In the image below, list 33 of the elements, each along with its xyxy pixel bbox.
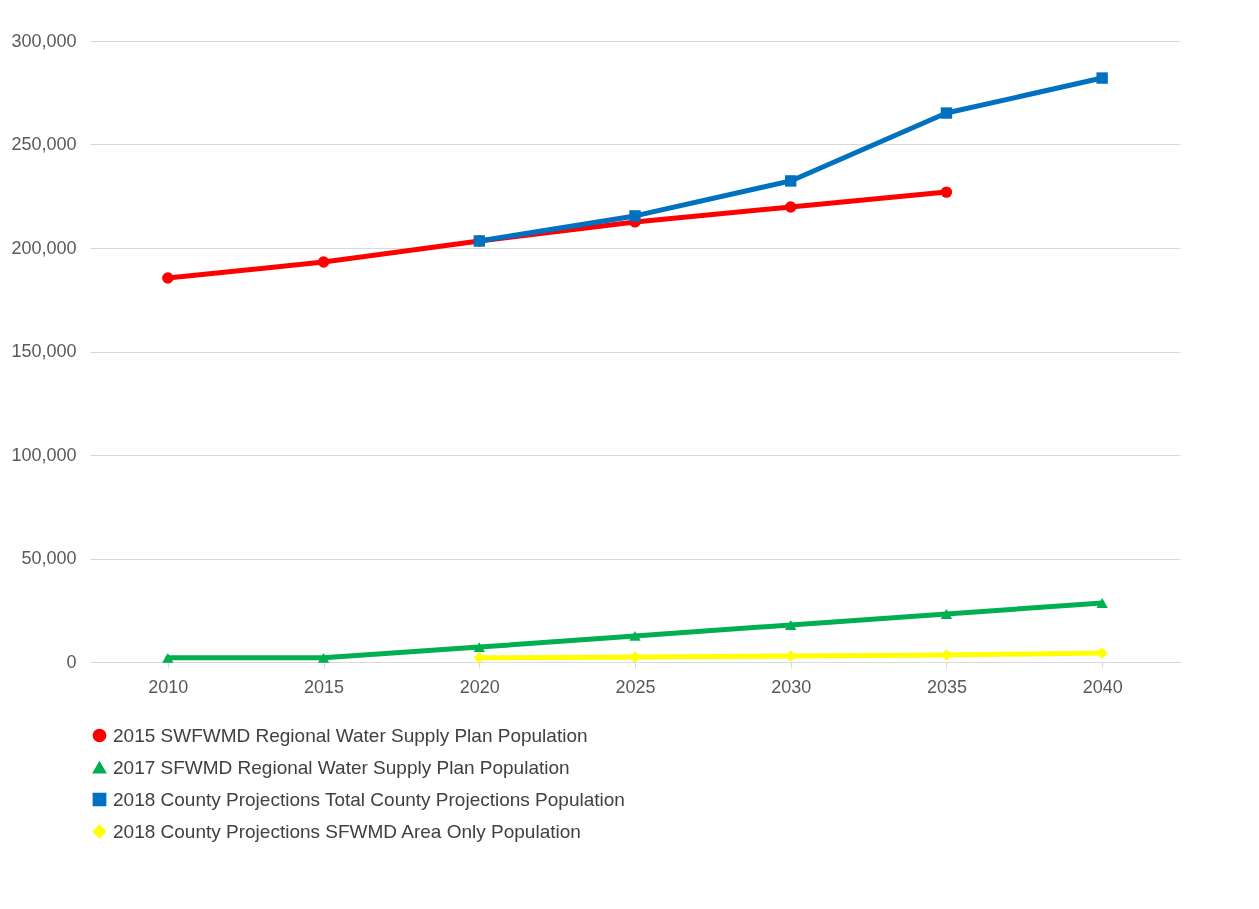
point bbox=[1096, 598, 1108, 608]
point bbox=[940, 107, 953, 119]
x-tick-label: 2020 bbox=[459, 676, 500, 697]
legend-label: 2015 SWFWMD Regional Water Supply Plan Population bbox=[113, 724, 588, 746]
y-tick-label: 300,000 bbox=[11, 30, 77, 51]
y-tick-label: 100,000 bbox=[11, 444, 77, 465]
point bbox=[785, 620, 797, 630]
legend-label: 2017 SFWMD Regional Water Supply Plan Population bbox=[113, 756, 570, 778]
point bbox=[785, 201, 797, 213]
point bbox=[162, 272, 174, 284]
x-tick-label: 2035 bbox=[926, 676, 967, 697]
y-tick-label: 150,000 bbox=[11, 341, 77, 361]
legend-label: 2018 County Projections Total County Projections Population bbox=[113, 788, 625, 810]
point bbox=[629, 630, 641, 641]
point bbox=[940, 186, 953, 198]
x-tick-label: 2015 bbox=[304, 676, 345, 697]
point bbox=[162, 652, 174, 663]
point bbox=[785, 175, 797, 187]
y-tick-label: 0 bbox=[66, 651, 77, 672]
legend-label: 2018 County Projections SFWMD Area Only Population bbox=[113, 820, 581, 842]
point bbox=[1096, 72, 1108, 84]
point bbox=[317, 256, 330, 268]
point bbox=[317, 652, 330, 663]
x-tick-label: 2010 bbox=[148, 676, 189, 697]
x-tick-label: 2030 bbox=[771, 676, 812, 697]
y-tick-label: 250,000 bbox=[11, 134, 77, 154]
point bbox=[940, 609, 953, 619]
y-tick-label: 50,000 bbox=[21, 548, 77, 568]
x-tick-label: 2025 bbox=[615, 676, 656, 697]
point bbox=[473, 642, 485, 653]
y-tick-label: 200,000 bbox=[11, 237, 77, 258]
x-tick-label: 2040 bbox=[1082, 676, 1123, 697]
point bbox=[629, 210, 641, 222]
